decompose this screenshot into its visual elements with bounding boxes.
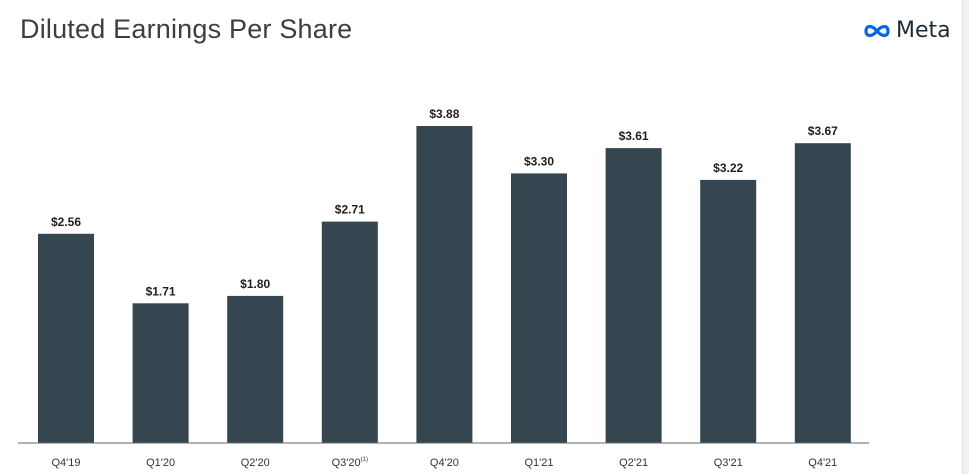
bar-1 [132,303,189,443]
data-label-8: $3.67 [808,124,838,138]
data-label-0: $2.56 [51,215,81,229]
slide-edge [962,0,969,474]
x-tick-label-1: Q1'20 [146,457,175,469]
meta-logo: Meta [862,18,951,43]
data-label-7: $3.22 [713,161,743,175]
bar-6 [605,148,662,443]
data-label-4: $3.88 [429,107,459,121]
bar-8 [794,143,851,443]
data-label-1: $1.71 [146,284,176,298]
footnote-marker: (1) [361,457,368,463]
data-label-3: $2.71 [335,203,365,217]
bar-0 [38,233,94,443]
meta-infinity-icon [864,24,890,37]
bar-4 [416,126,473,443]
data-label-6: $3.61 [619,129,649,143]
bar-2 [227,295,284,443]
x-tick-label-3: Q3'20(1) [332,457,368,469]
x-tick-label-6: Q2'21 [619,457,648,469]
x-tick-label-5: Q1'21 [524,457,553,469]
x-tick-label-0: Q4'19 [51,457,80,469]
bar-7 [700,179,757,443]
brand-name: Meta [896,18,951,43]
bar-5 [511,173,567,443]
x-tick-label-7: Q3'21 [714,457,743,469]
bar-3 [321,221,378,443]
page-title: Diluted Earnings Per Share [20,14,353,44]
x-tick-label-4: Q4'20 [430,457,459,469]
data-label-5: $3.30 [524,154,554,168]
data-label-2: $1.80 [240,277,270,291]
x-tick-label-8: Q4'21 [808,457,837,469]
x-tick-label-2: Q2'20 [241,457,270,469]
